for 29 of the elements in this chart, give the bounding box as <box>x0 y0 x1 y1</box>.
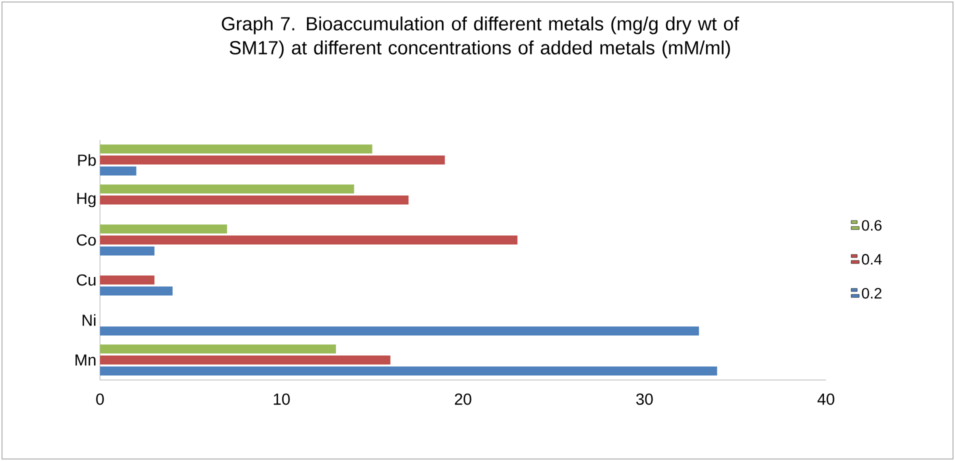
bar <box>100 344 336 354</box>
bar <box>100 224 228 234</box>
y-tick-label: Pb <box>78 154 96 166</box>
y-tick-label: Mn <box>76 354 96 366</box>
y-tick-label: Cu <box>76 274 96 286</box>
x-tick-label: 0 <box>96 394 104 405</box>
bar <box>100 366 718 376</box>
x-tick-label: 20 <box>454 394 472 405</box>
bar <box>100 356 390 364</box>
bar <box>100 326 699 336</box>
x-tick-label: 30 <box>636 394 653 405</box>
chart-title: Graph 7. Bioaccumulation of different metals (mg/g dry wt of SM17) at different concentrations of added metals (mM/ml) <box>222 16 740 58</box>
bar <box>100 156 445 165</box>
legend-label: 0.2 <box>862 288 882 299</box>
bar <box>100 276 154 284</box>
bar <box>100 196 409 205</box>
bar <box>100 236 518 245</box>
legend-label: 0.6 <box>862 220 882 231</box>
bar <box>100 166 136 176</box>
x-tick-label: 10 <box>274 394 290 405</box>
legend-label: 0.4 <box>862 254 882 265</box>
bar <box>100 246 154 256</box>
x-tick-label: 40 <box>817 394 834 405</box>
y-tick-label: Hg <box>77 192 96 208</box>
y-tick-label: Co <box>76 234 96 246</box>
bar <box>100 144 372 154</box>
bar <box>100 184 354 194</box>
y-tick-label: Ni <box>82 314 96 326</box>
bar <box>100 286 173 296</box>
